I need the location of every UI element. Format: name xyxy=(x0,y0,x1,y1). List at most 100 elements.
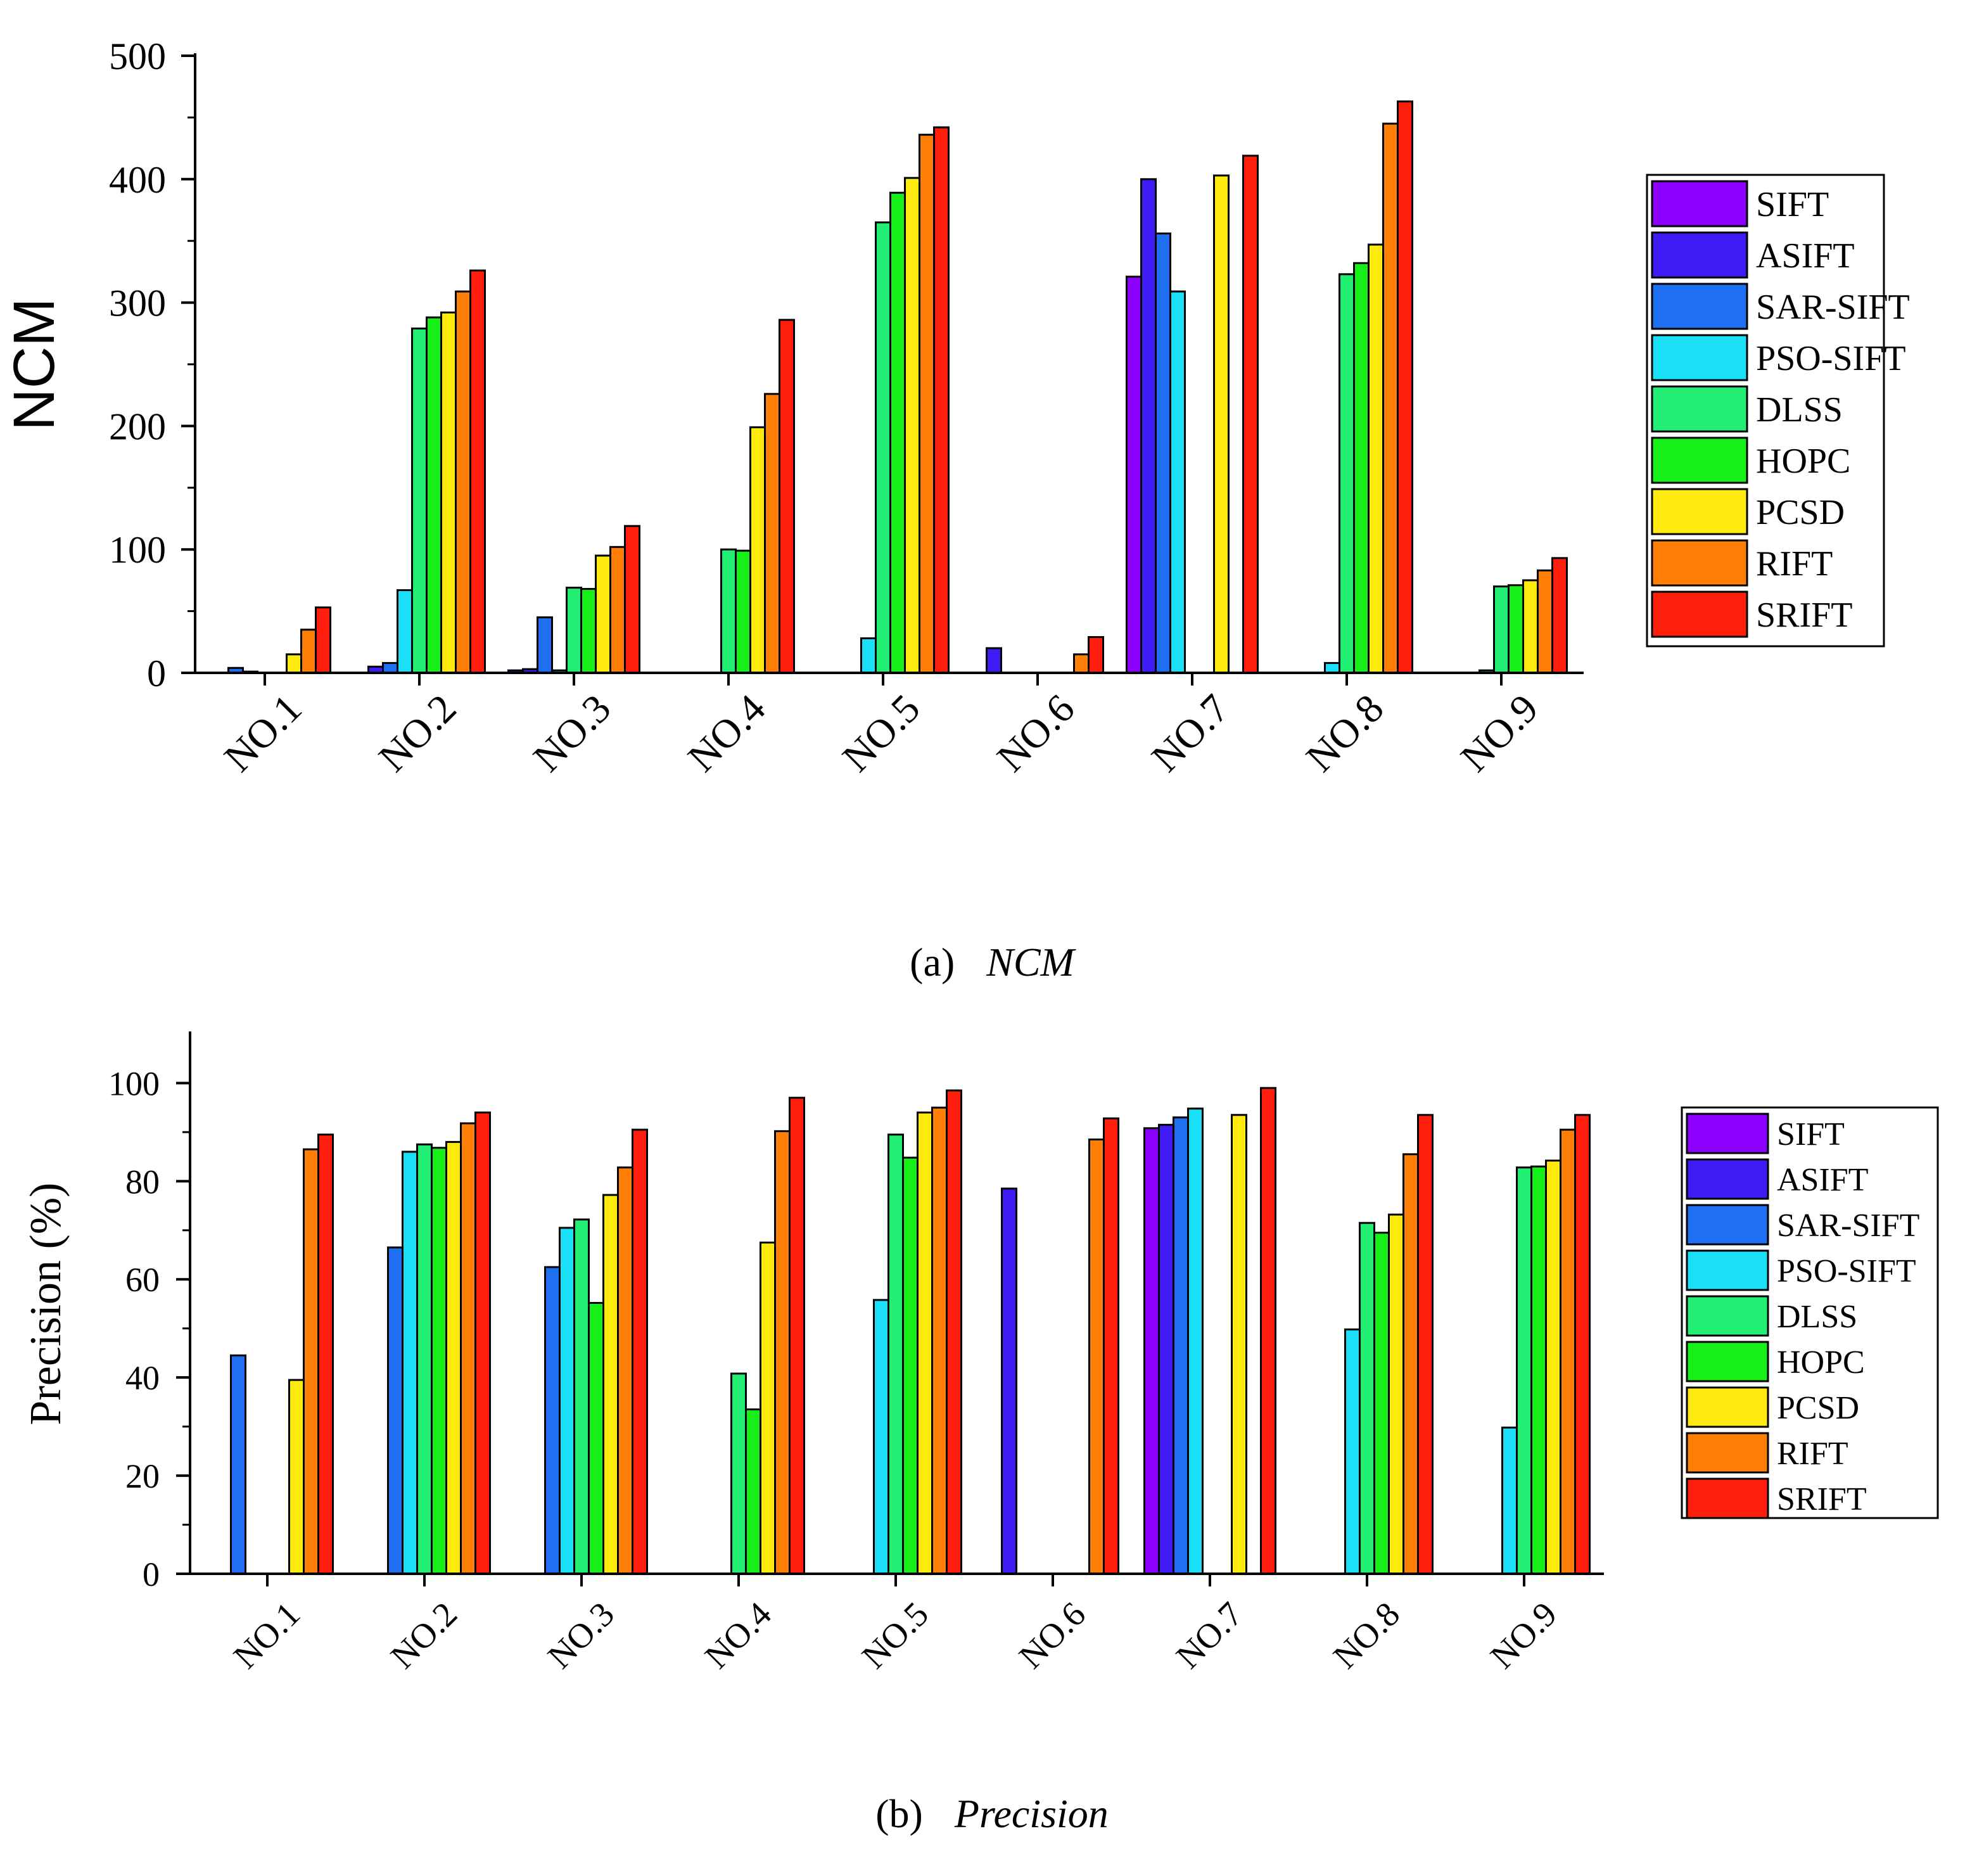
caption-text: Precision xyxy=(954,1791,1109,1836)
bar-rift-no2 xyxy=(460,1122,476,1575)
bar-pso-sift-no2 xyxy=(397,589,413,674)
bar-rift-no6 xyxy=(1073,653,1090,674)
x-tick-label: NO.1 xyxy=(215,686,310,781)
bar-dlss-no5 xyxy=(875,221,891,674)
bar-dlss-no2 xyxy=(416,1143,433,1575)
legend-swatch-hopc xyxy=(1686,1341,1769,1382)
bar-dlss-no9 xyxy=(1493,585,1510,674)
bar-asift-no6 xyxy=(1001,1187,1017,1575)
legend-label-pso-sift: PSO-SIFT xyxy=(1756,339,1906,378)
caption-label: (b) xyxy=(875,1791,923,1836)
legend-label-sar-sift: SAR-SIFT xyxy=(1777,1208,1919,1244)
bar-pcsd-no1 xyxy=(288,1379,305,1575)
legend-swatch-dlss xyxy=(1686,1295,1769,1337)
bar-dlss-no8 xyxy=(1359,1222,1375,1575)
legend-swatch-pcsd xyxy=(1651,488,1748,535)
y-axis-title: NCM xyxy=(2,298,67,431)
y-tick-label: 300 xyxy=(109,283,166,324)
bar-pcsd-no5 xyxy=(904,177,920,674)
legend-swatch-asift xyxy=(1651,231,1748,279)
bar-rift-no1 xyxy=(303,1148,319,1575)
bar-pso-sift-no3 xyxy=(559,1227,575,1575)
bar-srift-no8 xyxy=(1417,1114,1434,1575)
y-axis-title: Precision (%) xyxy=(22,1183,70,1426)
bar-srift-no4 xyxy=(789,1097,805,1575)
bar-hopc-no2 xyxy=(426,316,442,674)
legend-label-srift: SRIFT xyxy=(1756,596,1853,635)
bar-rift-no8 xyxy=(1382,122,1399,674)
legend-swatch-asift xyxy=(1686,1158,1769,1200)
bar-asift-no7 xyxy=(1158,1123,1174,1575)
bar-rift-no9 xyxy=(1537,569,1553,674)
bar-pcsd-no7 xyxy=(1231,1114,1247,1575)
legend-swatch-rift xyxy=(1686,1432,1769,1474)
bar-pso-sift-no5 xyxy=(873,1299,889,1575)
bar-srift-no5 xyxy=(946,1089,962,1575)
legend-label-dlss: DLSS xyxy=(1756,390,1843,430)
x-tick-label: NO.6 xyxy=(1012,1595,1093,1676)
legend-label-pcsd: PCSD xyxy=(1777,1390,1859,1426)
legend: SIFT ASIFT SAR-SIFT PSO-SIFT DLSS HOPC PCSD RIF… xyxy=(1681,1106,1939,1519)
precision-chart: 0 20 40 60 80 100 NO.1 NO.2 NO.3 NO.4 NO.5 NO.6 NO.7… xyxy=(22,1031,1939,1836)
legend-swatch-hopc xyxy=(1651,437,1748,484)
bar-srift-no7 xyxy=(1260,1087,1276,1575)
y-tick-label: 100 xyxy=(109,529,166,571)
bar-pso-sift-no5 xyxy=(860,637,877,674)
bar-srift-no1 xyxy=(315,606,331,674)
bar-pso-sift-no7 xyxy=(1169,290,1186,674)
bar-rift-no1 xyxy=(300,629,317,674)
bar-pcsd-no3 xyxy=(595,554,611,674)
bar-sar-sift-no3 xyxy=(537,616,553,674)
bar-pcsd-no2 xyxy=(445,1140,462,1575)
bar-pcsd-no8 xyxy=(1368,243,1384,674)
bar-dlss-no4 xyxy=(720,548,737,674)
x-tick-label: NO.3 xyxy=(525,686,620,781)
legend-swatch-sift xyxy=(1686,1113,1769,1154)
x-tick-label: NO.3 xyxy=(540,1595,621,1676)
legend-swatch-srift xyxy=(1651,590,1748,638)
bar-asift-no6 xyxy=(986,647,1002,674)
bar-rift-no3 xyxy=(617,1166,633,1575)
bar-hopc-no3 xyxy=(588,1301,604,1575)
bar-sar-sift-no1 xyxy=(230,1354,246,1575)
bar-srift-no5 xyxy=(933,126,950,674)
bar-hopc-no5 xyxy=(902,1156,919,1575)
x-tick-label: NO.7 xyxy=(1143,686,1238,781)
bar-hopc-no9 xyxy=(1530,1165,1547,1575)
bar-rift-no3 xyxy=(609,546,626,674)
bar-dlss-no9 xyxy=(1516,1166,1532,1575)
bar-dlss-no3 xyxy=(573,1218,590,1575)
bar-pso-sift-no8 xyxy=(1324,661,1340,674)
bar-hopc-no9 xyxy=(1508,584,1524,674)
legend-swatch-sar-sift xyxy=(1651,283,1748,330)
bar-srift-no9 xyxy=(1574,1114,1591,1575)
bar-hopc-no2 xyxy=(431,1147,447,1575)
x-tick-label: NO.7 xyxy=(1169,1595,1250,1676)
bar-hopc-no8 xyxy=(1353,262,1370,674)
caption-label: (a) xyxy=(910,940,955,985)
bar-rift-no4 xyxy=(764,393,780,674)
bar-rift-no4 xyxy=(774,1130,791,1575)
bar-sift-no7 xyxy=(1126,276,1142,674)
legend-label-hopc: HOPC xyxy=(1777,1344,1865,1381)
bar-pcsd-no4 xyxy=(749,426,766,674)
legend-swatch-pcsd xyxy=(1686,1386,1769,1428)
bar-hopc-no3 xyxy=(580,588,597,674)
bar-dlss-no4 xyxy=(730,1372,747,1575)
x-tick-label: NO.5 xyxy=(834,686,929,781)
legend-label-hopc: HOPC xyxy=(1756,442,1850,481)
legend-label-srift: SRIFT xyxy=(1777,1481,1867,1517)
bar-sar-sift-no2 xyxy=(387,1246,404,1575)
bar-hopc-no8 xyxy=(1373,1232,1390,1575)
y-tick-label: 0 xyxy=(147,653,166,694)
x-tick-label: NO.9 xyxy=(1452,686,1547,781)
legend-label-asift: ASIFT xyxy=(1756,236,1855,276)
x-tick-label: NO.8 xyxy=(1297,686,1392,781)
bar-pso-sift-no8 xyxy=(1344,1328,1361,1575)
x-tick-label: NO.1 xyxy=(226,1595,307,1676)
bar-pso-sift-no7 xyxy=(1187,1107,1204,1575)
bar-srift-no8 xyxy=(1397,100,1413,674)
y-tick-label: 500 xyxy=(109,35,166,77)
bar-rift-no9 xyxy=(1560,1128,1576,1575)
